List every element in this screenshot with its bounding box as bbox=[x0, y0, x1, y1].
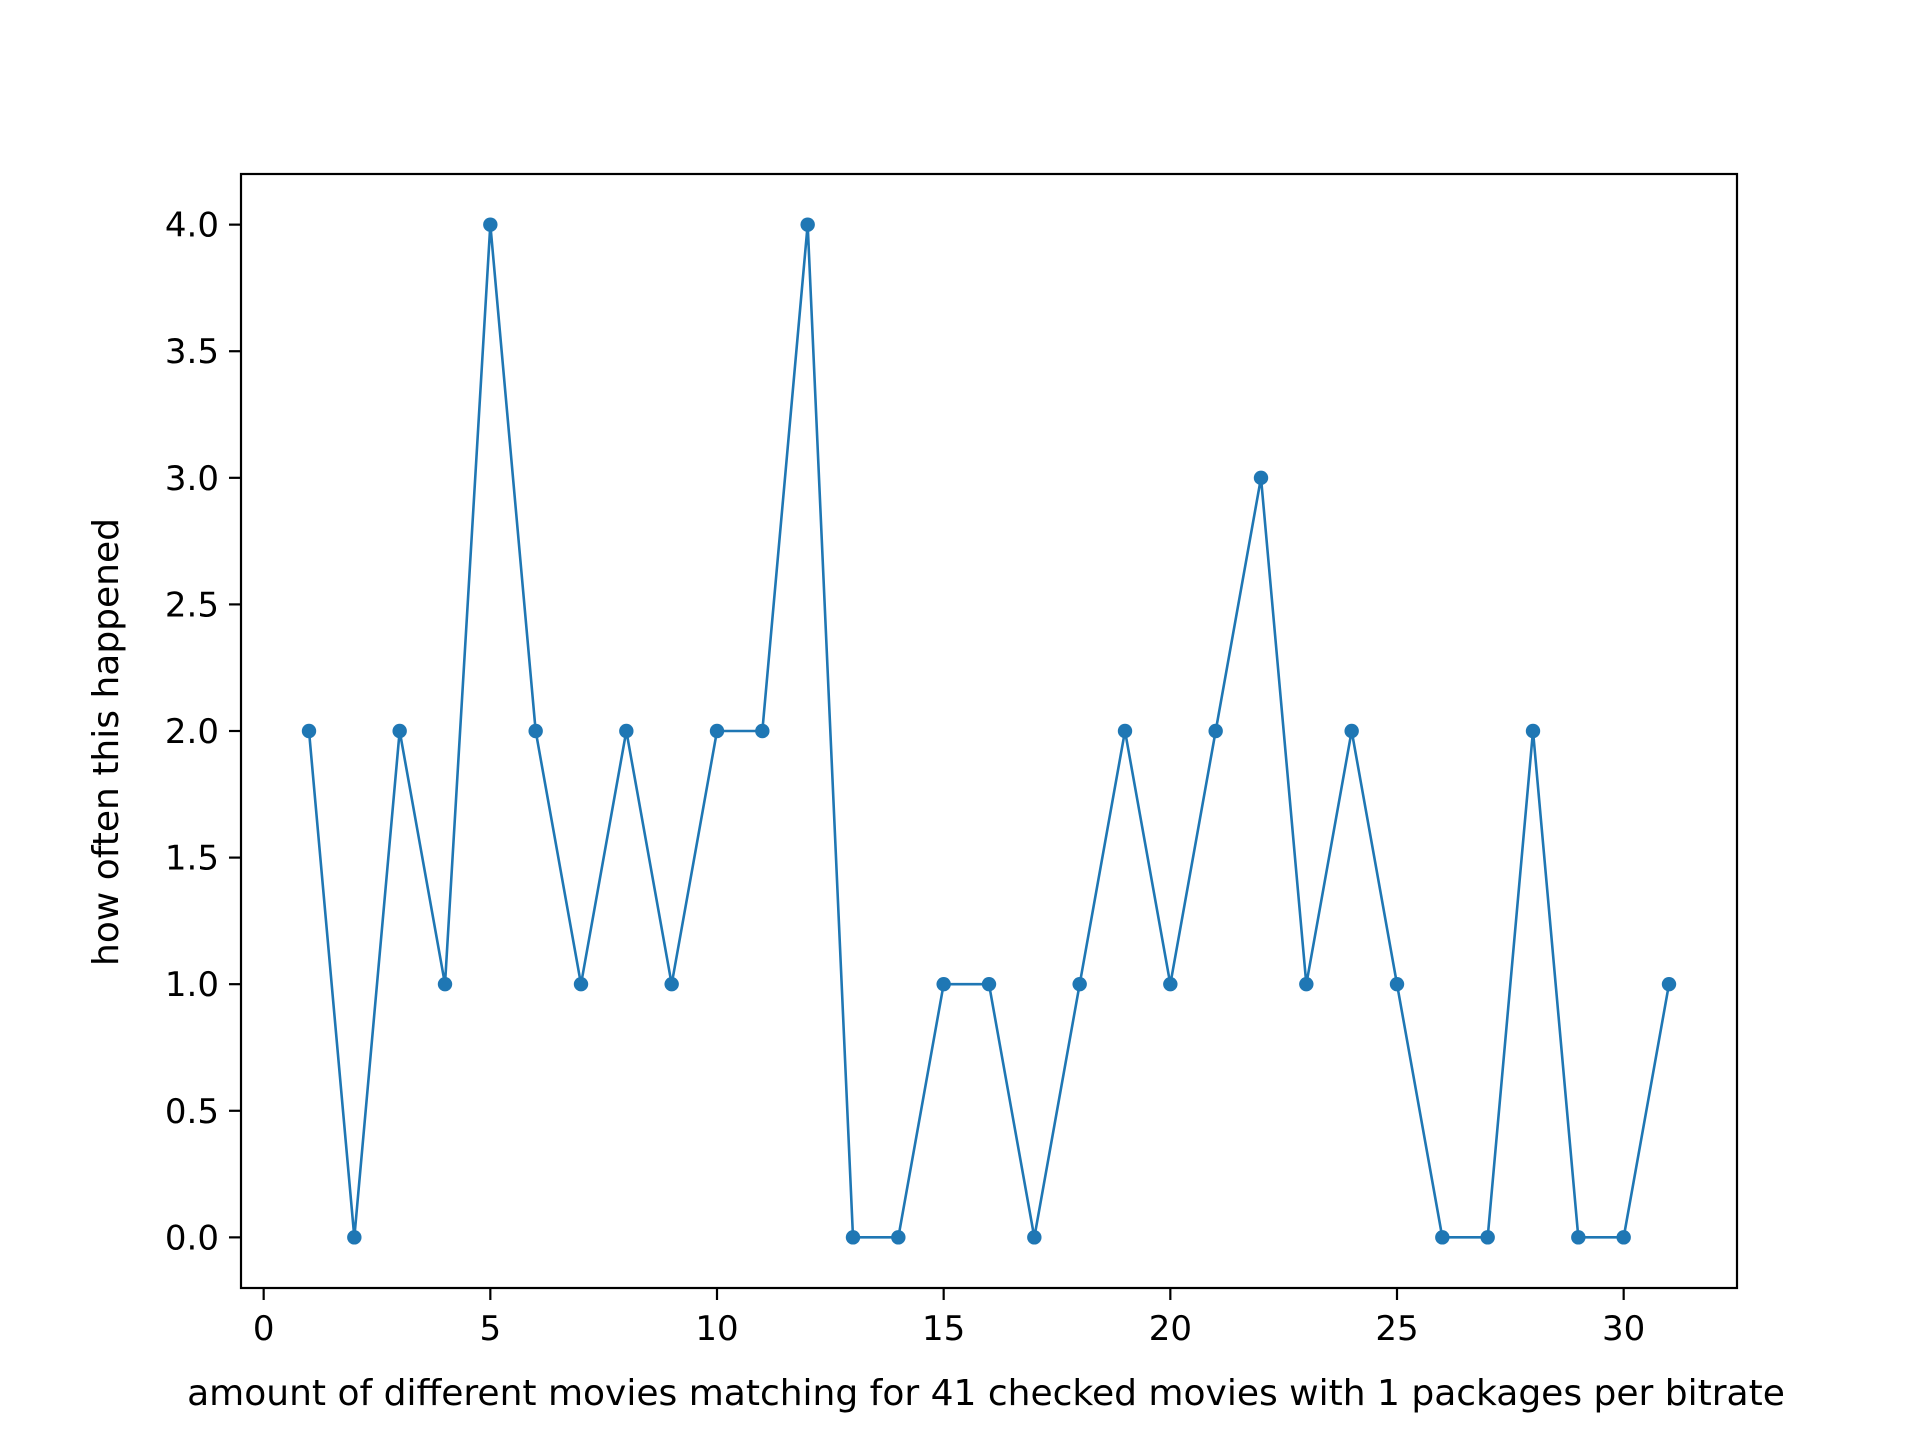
x-tick-label: 25 bbox=[1375, 1309, 1418, 1349]
data-point bbox=[1253, 470, 1269, 486]
y-tick-label: 1.5 bbox=[165, 839, 219, 879]
data-point bbox=[483, 217, 498, 232]
data-point bbox=[528, 723, 543, 739]
x-axis-label: amount of different movies matching for … bbox=[187, 1373, 1785, 1414]
data-point bbox=[891, 1230, 906, 1245]
y-tick-label: 3.5 bbox=[165, 332, 219, 372]
plot-frame bbox=[239, 172, 1739, 1290]
data-point bbox=[1072, 976, 1087, 992]
data-point bbox=[1661, 976, 1677, 992]
y-tick-label: 0.0 bbox=[165, 1218, 219, 1258]
data-point bbox=[1299, 976, 1314, 992]
data-point bbox=[1616, 1230, 1631, 1245]
data-point bbox=[936, 976, 951, 992]
data-point bbox=[1389, 976, 1405, 992]
y-axis-label: how often this happened bbox=[86, 518, 127, 966]
data-point bbox=[664, 976, 679, 992]
x-tick-label: 20 bbox=[1149, 1309, 1192, 1349]
data-point bbox=[437, 976, 453, 992]
data-point bbox=[755, 723, 770, 739]
data-point bbox=[301, 723, 317, 739]
data-point bbox=[1435, 1230, 1450, 1245]
data-point bbox=[981, 976, 997, 992]
data-point bbox=[619, 723, 634, 739]
data-point bbox=[1117, 723, 1133, 739]
series-line bbox=[307, 223, 1671, 1239]
x-tick-label: 10 bbox=[695, 1309, 738, 1349]
y-tick-label: 4.0 bbox=[165, 206, 219, 246]
x-tick-label: 0 bbox=[253, 1309, 275, 1349]
x-tick-label: 15 bbox=[922, 1309, 965, 1349]
x-tick-label: 30 bbox=[1602, 1309, 1645, 1349]
data-point bbox=[392, 723, 407, 739]
data-point bbox=[1480, 1230, 1495, 1245]
data-point bbox=[573, 976, 589, 992]
y-axis: 0.0 0.5 1.0 1.5 2.0 2.5 3.0 3.5 4.0 bbox=[165, 206, 241, 1258]
data-point bbox=[1571, 1230, 1586, 1245]
y-tick-label: 2.0 bbox=[165, 712, 219, 752]
x-tick-label: 5 bbox=[480, 1309, 502, 1349]
data-point bbox=[1344, 723, 1359, 739]
data-point bbox=[1525, 723, 1541, 739]
y-tick-label: 3.0 bbox=[165, 459, 219, 499]
plot-area bbox=[239, 172, 1739, 1290]
data-point bbox=[1208, 723, 1223, 739]
data-point bbox=[800, 217, 815, 232]
y-tick-label: 1.0 bbox=[165, 965, 219, 1005]
data-point bbox=[845, 1230, 861, 1245]
x-axis: 0 5 10 15 20 25 30 bbox=[253, 1288, 1645, 1349]
data-point bbox=[347, 1230, 362, 1245]
data-point bbox=[709, 723, 725, 739]
y-tick-label: 2.5 bbox=[165, 585, 219, 625]
data-point bbox=[1163, 976, 1178, 992]
y-tick-label: 0.5 bbox=[165, 1092, 219, 1132]
data-point bbox=[1027, 1230, 1042, 1245]
